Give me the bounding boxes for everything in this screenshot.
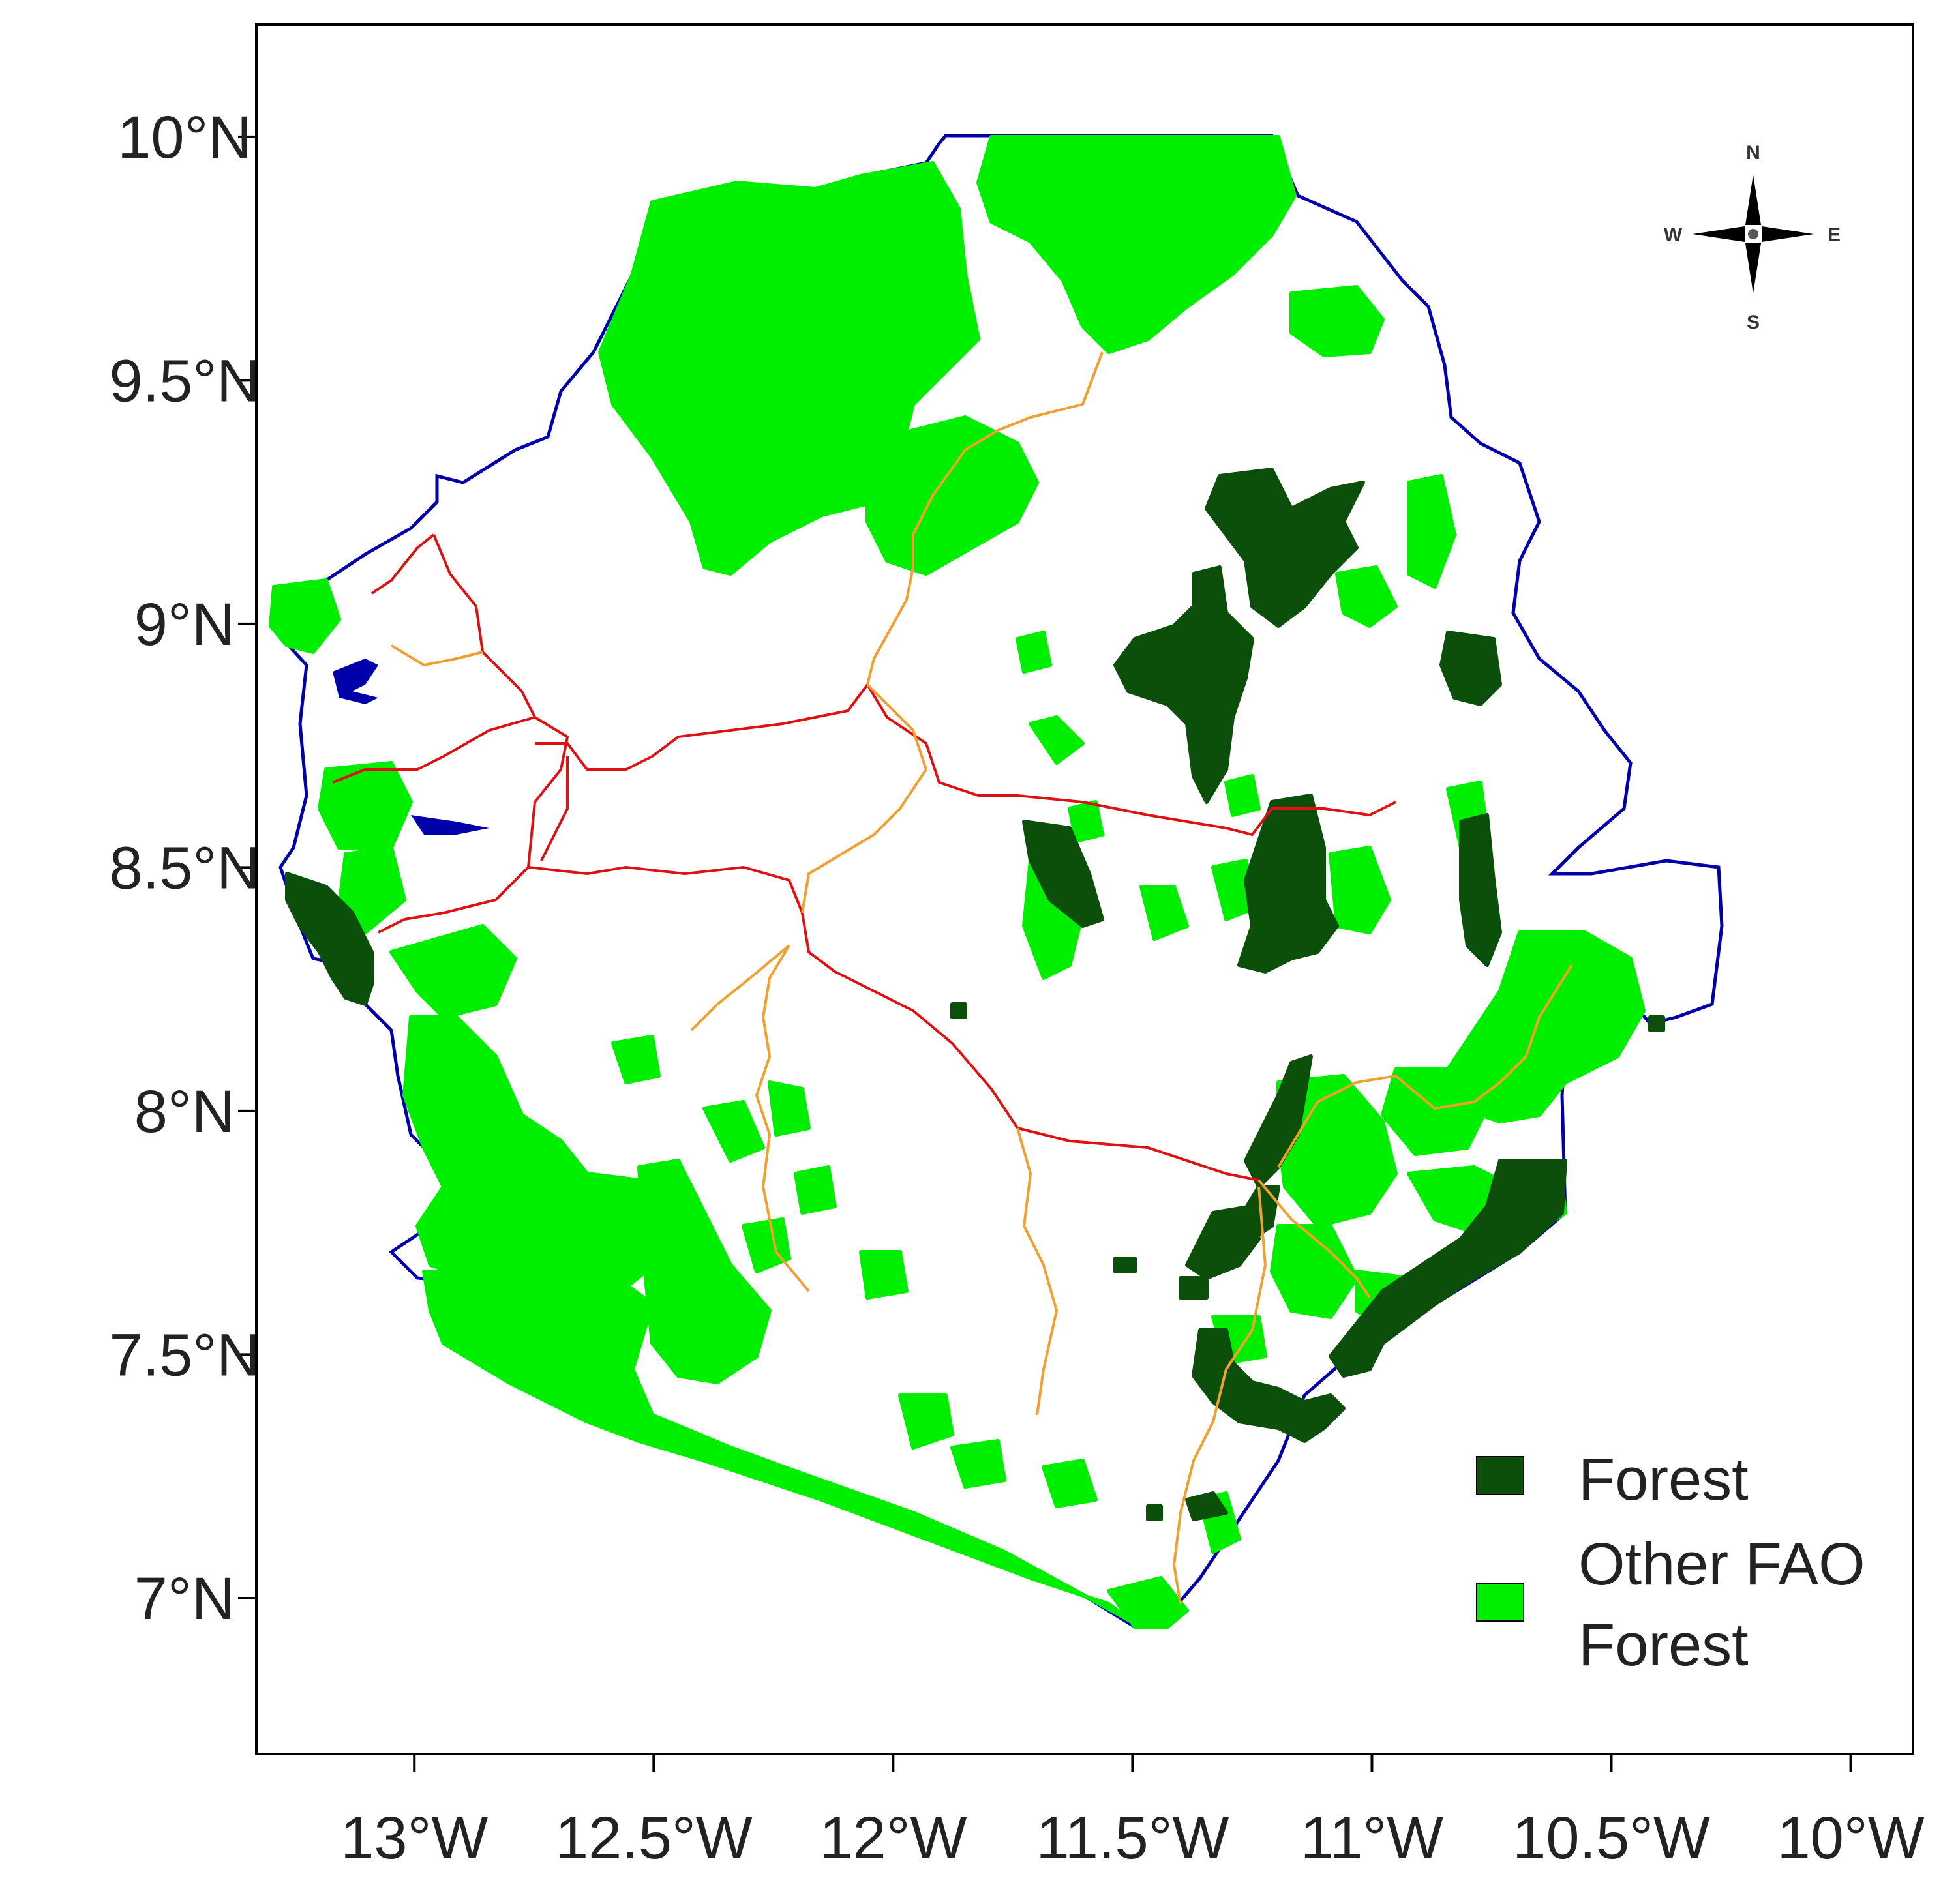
x-axis: 13°W 12.5°W 12°W 11.5°W 11°W 10.5°W 10°W <box>340 1754 1925 1871</box>
y-tick-label: 9.5°N <box>109 348 260 414</box>
legend-label-other-fao-forest-line1: Other FAO <box>1578 1531 1865 1598</box>
coastal-water <box>333 659 489 835</box>
y-tick-label: 9°N <box>134 591 235 658</box>
legend: Forest Other FAO Forest <box>1476 1446 1865 1678</box>
y-tick-label: 8°N <box>134 1078 235 1145</box>
x-tick-label: 10°W <box>1777 1805 1925 1871</box>
map-content <box>269 134 1724 1629</box>
legend-swatch-forest <box>1476 1456 1524 1495</box>
x-tick-label: 12.5°W <box>555 1805 753 1871</box>
x-tick-label: 11.5°W <box>1036 1805 1229 1871</box>
x-tick-label: 11°W <box>1301 1805 1443 1871</box>
y-tick-label: 10°N <box>117 104 252 171</box>
compass-center <box>1748 229 1758 239</box>
compass-needle-n <box>1745 175 1761 225</box>
plot-frame <box>255 23 1914 1755</box>
compass-needle-e <box>1762 226 1814 242</box>
legend-label-other-fao-forest-line2: Forest <box>1578 1612 1749 1678</box>
compass-needle-w <box>1693 226 1745 242</box>
compass-n-label: N <box>1746 142 1760 164</box>
legend-swatch-other-fao-forest <box>1476 1583 1524 1622</box>
x-tick-label: 13°W <box>340 1805 488 1871</box>
other-fao-forest-layer <box>269 135 1646 1629</box>
forest-layer <box>285 468 1665 1521</box>
y-tick-label: 7°N <box>134 1566 235 1632</box>
primary-roads <box>332 533 1396 1182</box>
y-tick-label: 7.5°N <box>109 1322 260 1388</box>
secondary-roads <box>390 351 1573 1605</box>
compass-e-label: E <box>1828 224 1841 246</box>
compass-s-label: S <box>1747 312 1760 333</box>
country-border <box>269 134 1724 1629</box>
compass-w-label: W <box>1664 224 1683 246</box>
north-arrow: N S W E <box>1664 142 1841 333</box>
y-axis: 10°N 9.5°N 9°N 8.5°N 8°N 7.5°N 7°N <box>109 104 260 1632</box>
compass-needle-s <box>1745 243 1761 293</box>
x-tick-label: 10.5°W <box>1512 1805 1710 1871</box>
y-tick-label: 8.5°N <box>109 835 260 901</box>
x-tick-label: 12°W <box>819 1805 967 1871</box>
legend-label-forest: Forest <box>1578 1446 1749 1513</box>
